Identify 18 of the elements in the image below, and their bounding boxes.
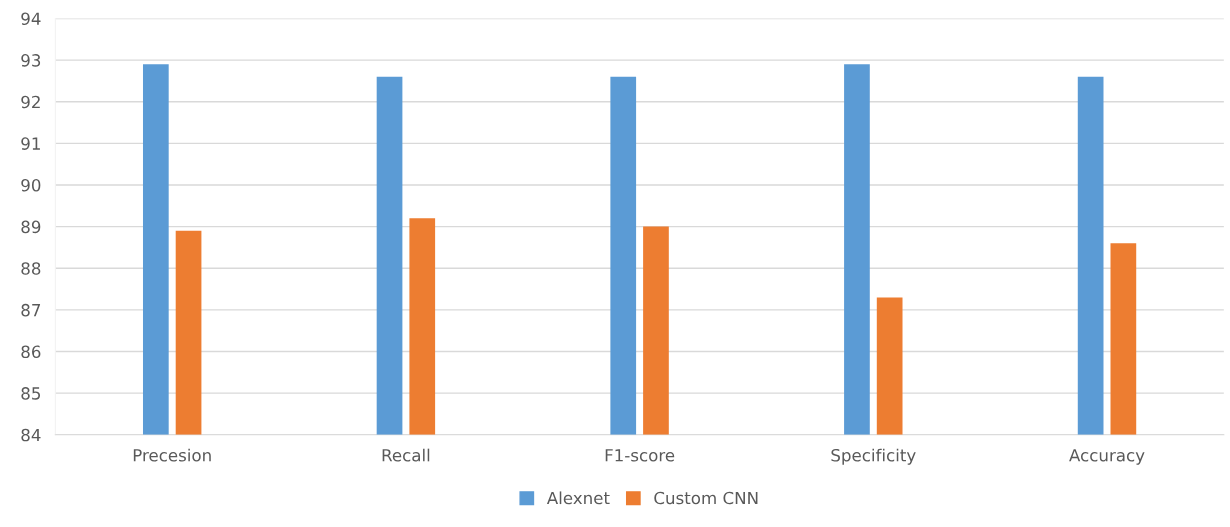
legend-label: Alexnet — [546, 491, 610, 505]
y-tick-label: 92 — [21, 95, 40, 109]
legend-label: Custom CNN — [654, 491, 758, 505]
y-tick-label: 84 — [21, 428, 41, 442]
y-tick-label: 89 — [21, 220, 41, 234]
y-tick-label: 90 — [21, 178, 41, 192]
x-tick-label: Specificity — [831, 448, 916, 465]
x-tick-label: F1-score — [605, 449, 675, 462]
y-tick-label: 91 — [21, 137, 40, 150]
x-tick-label: Precesion — [133, 448, 211, 462]
x-tick-label: Recall — [382, 448, 430, 462]
y-tick-label: 93 — [21, 54, 41, 67]
y-tick-label: 94 — [21, 12, 41, 26]
x-tick-label: Accuracy — [1069, 449, 1145, 465]
y-tick-label: 85 — [21, 387, 41, 400]
y-tick-label: 86 — [21, 345, 41, 359]
y-tick-label: 88 — [21, 262, 41, 275]
y-tick-label: 87 — [21, 303, 41, 317]
